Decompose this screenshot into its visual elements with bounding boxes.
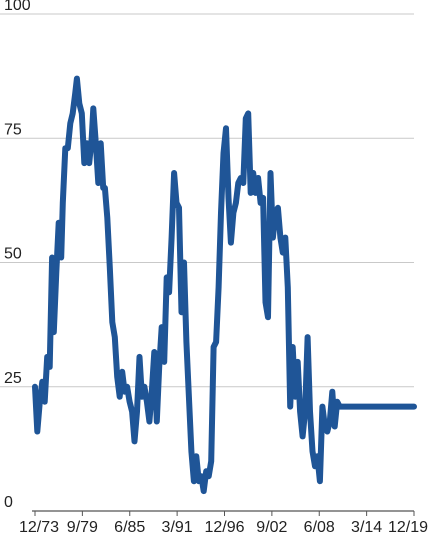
x-tick-label: 3/14 bbox=[351, 519, 382, 536]
y-tick-label: 0 bbox=[4, 494, 13, 511]
x-tick-labels: 12/73 9/79 6/85 3/91 12/96 9/02 6/08 3/14 12/19 bbox=[19, 519, 428, 536]
x-tick-label: 9/79 bbox=[67, 519, 98, 536]
y-tick-labels: 0 25 50 75 100 bbox=[4, 0, 31, 511]
x-tick-label: 12/96 bbox=[204, 519, 244, 536]
x-tick-label: 12/19 bbox=[388, 519, 428, 536]
x-tick-label: 6/85 bbox=[114, 519, 145, 536]
y-tick-label: 25 bbox=[4, 370, 22, 387]
y-tick-label: 75 bbox=[4, 121, 22, 138]
grid-lines bbox=[0, 13, 415, 516]
y-tick-label: 50 bbox=[4, 246, 22, 263]
x-tick-label: 3/91 bbox=[162, 519, 193, 536]
series-line bbox=[32, 75, 417, 495]
x-tick-label: 9/02 bbox=[256, 519, 287, 536]
y-tick-label: 100 bbox=[4, 0, 31, 14]
x-tick-label: 12/73 bbox=[19, 519, 59, 536]
x-tick-label: 6/08 bbox=[304, 519, 335, 536]
